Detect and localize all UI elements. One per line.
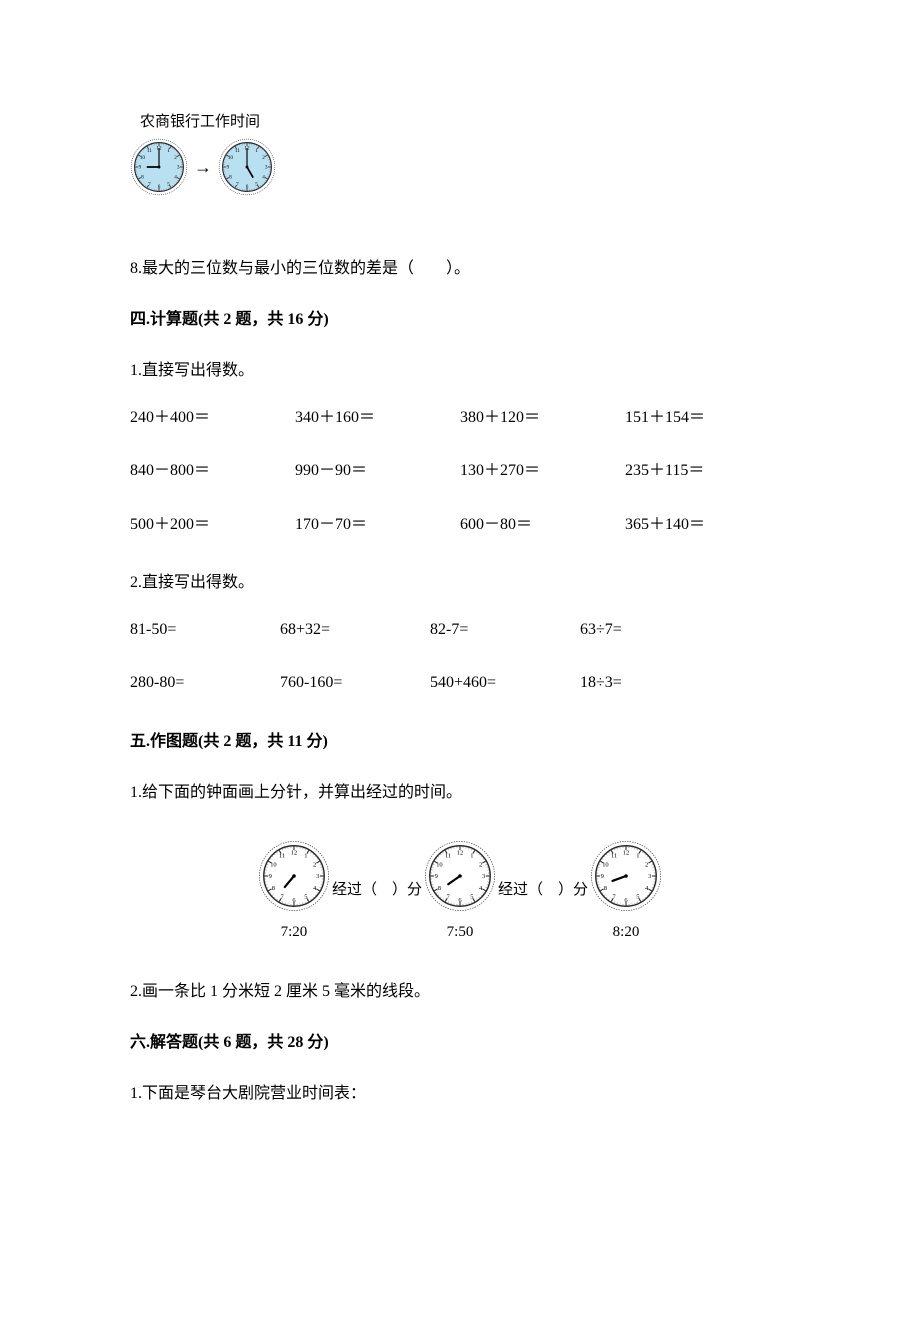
svg-text:8: 8: [272, 885, 275, 892]
svg-text:2: 2: [645, 861, 648, 868]
svg-text:1: 1: [636, 853, 639, 860]
exercise-clock: 123456789101112: [590, 840, 662, 912]
svg-text:5: 5: [470, 894, 473, 901]
calc-row: 500＋200＝170－70＝600－80＝365＋140＝: [130, 512, 790, 538]
svg-text:7: 7: [148, 181, 151, 187]
svg-text:5: 5: [636, 894, 639, 901]
svg-text:1: 1: [304, 853, 307, 860]
calc-cell: 130＋270＝: [460, 458, 625, 484]
section-6-header: 六.解答题(共 6 题，共 28 分): [130, 1025, 790, 1060]
svg-text:9: 9: [139, 165, 142, 171]
calc-cell: 81-50=: [130, 617, 280, 643]
svg-text:2: 2: [479, 861, 482, 868]
svg-text:2: 2: [262, 155, 265, 161]
calc-cell: 82-7=: [430, 617, 580, 643]
calc-cell: 240＋400＝: [130, 405, 295, 431]
calc-cell: 68+32=: [280, 617, 430, 643]
svg-text:2: 2: [174, 155, 177, 161]
svg-text:11: 11: [279, 853, 285, 860]
svg-text:4: 4: [262, 174, 265, 180]
clock-time-label: 8:20: [613, 920, 640, 944]
svg-text:4: 4: [174, 174, 177, 180]
clock-exercise-item: 1234567891011127:20: [258, 840, 330, 944]
calc-cell: 151＋154＝: [625, 405, 790, 431]
svg-text:8: 8: [604, 885, 607, 892]
bank-clock-2: 123456789101112: [218, 138, 276, 196]
calc-table-1: 240＋400＝340＋160＝380＋120＝151＋154＝ 840－800＝…: [130, 405, 790, 538]
svg-text:9: 9: [601, 873, 604, 880]
svg-text:12: 12: [457, 849, 463, 856]
svg-text:11: 11: [445, 853, 451, 860]
svg-text:3: 3: [316, 873, 319, 880]
clock-time-label: 7:20: [281, 920, 308, 944]
svg-text:8: 8: [438, 885, 441, 892]
svg-text:12: 12: [623, 849, 629, 856]
section-4-header: 四.计算题(共 2 题，共 16 分): [130, 302, 790, 337]
svg-text:11: 11: [235, 148, 240, 154]
calc-cell: 235＋115＝: [625, 458, 790, 484]
svg-text:3: 3: [177, 165, 180, 171]
calc-row: 81-50=68+32=82-7=63÷7=: [130, 617, 790, 643]
svg-text:2: 2: [313, 861, 316, 868]
section-6-sub1: 1.下面是琴台大剧院营业时间表：: [130, 1076, 790, 1111]
svg-text:8: 8: [229, 174, 232, 180]
svg-text:7: 7: [236, 181, 239, 187]
bank-clock-1: 123456789101112: [130, 138, 188, 196]
arrow-icon: →: [194, 153, 212, 182]
calc-cell: 170－70＝: [295, 512, 460, 538]
section-4-sub2: 2.直接写出得数。: [130, 565, 790, 600]
svg-text:11: 11: [611, 853, 617, 860]
calc-cell: 365＋140＝: [625, 512, 790, 538]
calc-row: 840－800＝990－90＝130＋270＝235＋115＝: [130, 458, 790, 484]
elapsed-label: 经过（ ）分: [496, 880, 590, 904]
section-5-sub1: 1.给下面的钟面画上分针，并算出经过的时间。: [130, 775, 790, 810]
svg-text:3: 3: [648, 873, 651, 880]
svg-text:9: 9: [227, 165, 230, 171]
calc-cell: 280-80=: [130, 670, 280, 696]
calc-cell: 760-160=: [280, 670, 430, 696]
clock-exercise-item: 1234567891011128:20: [590, 840, 662, 944]
svg-text:12: 12: [291, 849, 297, 856]
clock-time-label: 7:50: [447, 920, 474, 944]
calc-table-2: 81-50=68+32=82-7=63÷7= 280-80=760-160=540…: [130, 617, 790, 696]
calc-cell: 600－80＝: [460, 512, 625, 538]
calc-cell: 840－800＝: [130, 458, 295, 484]
calc-cell: 18÷3=: [580, 670, 730, 696]
calc-cell: 380＋120＝: [460, 405, 625, 431]
bank-title: 农商银行工作时间: [140, 110, 790, 134]
calc-row: 240＋400＝340＋160＝380＋120＝151＋154＝: [130, 405, 790, 431]
svg-text:11: 11: [147, 148, 152, 154]
svg-text:5: 5: [304, 894, 307, 901]
calc-cell: 63÷7=: [580, 617, 730, 643]
calc-cell: 340＋160＝: [295, 405, 460, 431]
section-4-sub1: 1.直接写出得数。: [130, 353, 790, 388]
clock-exercise-item: 1234567891011127:50: [424, 840, 496, 944]
clock-exercise: 1234567891011127:20经过（ ）分123456789101112…: [130, 840, 790, 944]
calc-cell: 500＋200＝: [130, 512, 295, 538]
bank-hours-figure: 农商银行工作时间 123456789101112 → 1234567891011…: [130, 110, 790, 196]
exercise-clock: 123456789101112: [424, 840, 496, 912]
section-5-header: 五.作图题(共 2 题，共 11 分): [130, 724, 790, 759]
elapsed-label: 经过（ ）分: [330, 880, 424, 904]
exercise-clock: 123456789101112: [258, 840, 330, 912]
svg-text:9: 9: [269, 873, 272, 880]
calc-cell: 990－90＝: [295, 458, 460, 484]
calc-row: 280-80=760-160=540+460=18÷3=: [130, 670, 790, 696]
svg-text:1: 1: [470, 853, 473, 860]
section-5-sub2: 2.画一条比 1 分米短 2 厘米 5 毫米的线段。: [130, 974, 790, 1009]
bank-clocks-row: 123456789101112 → 123456789101112: [130, 138, 790, 196]
svg-text:3: 3: [265, 165, 268, 171]
svg-text:9: 9: [435, 873, 438, 880]
svg-text:8: 8: [141, 174, 144, 180]
svg-text:3: 3: [482, 873, 485, 880]
calc-cell: 540+460=: [430, 670, 580, 696]
question-8: 8.最大的三位数与最小的三位数的差是（ ）。: [130, 251, 790, 286]
